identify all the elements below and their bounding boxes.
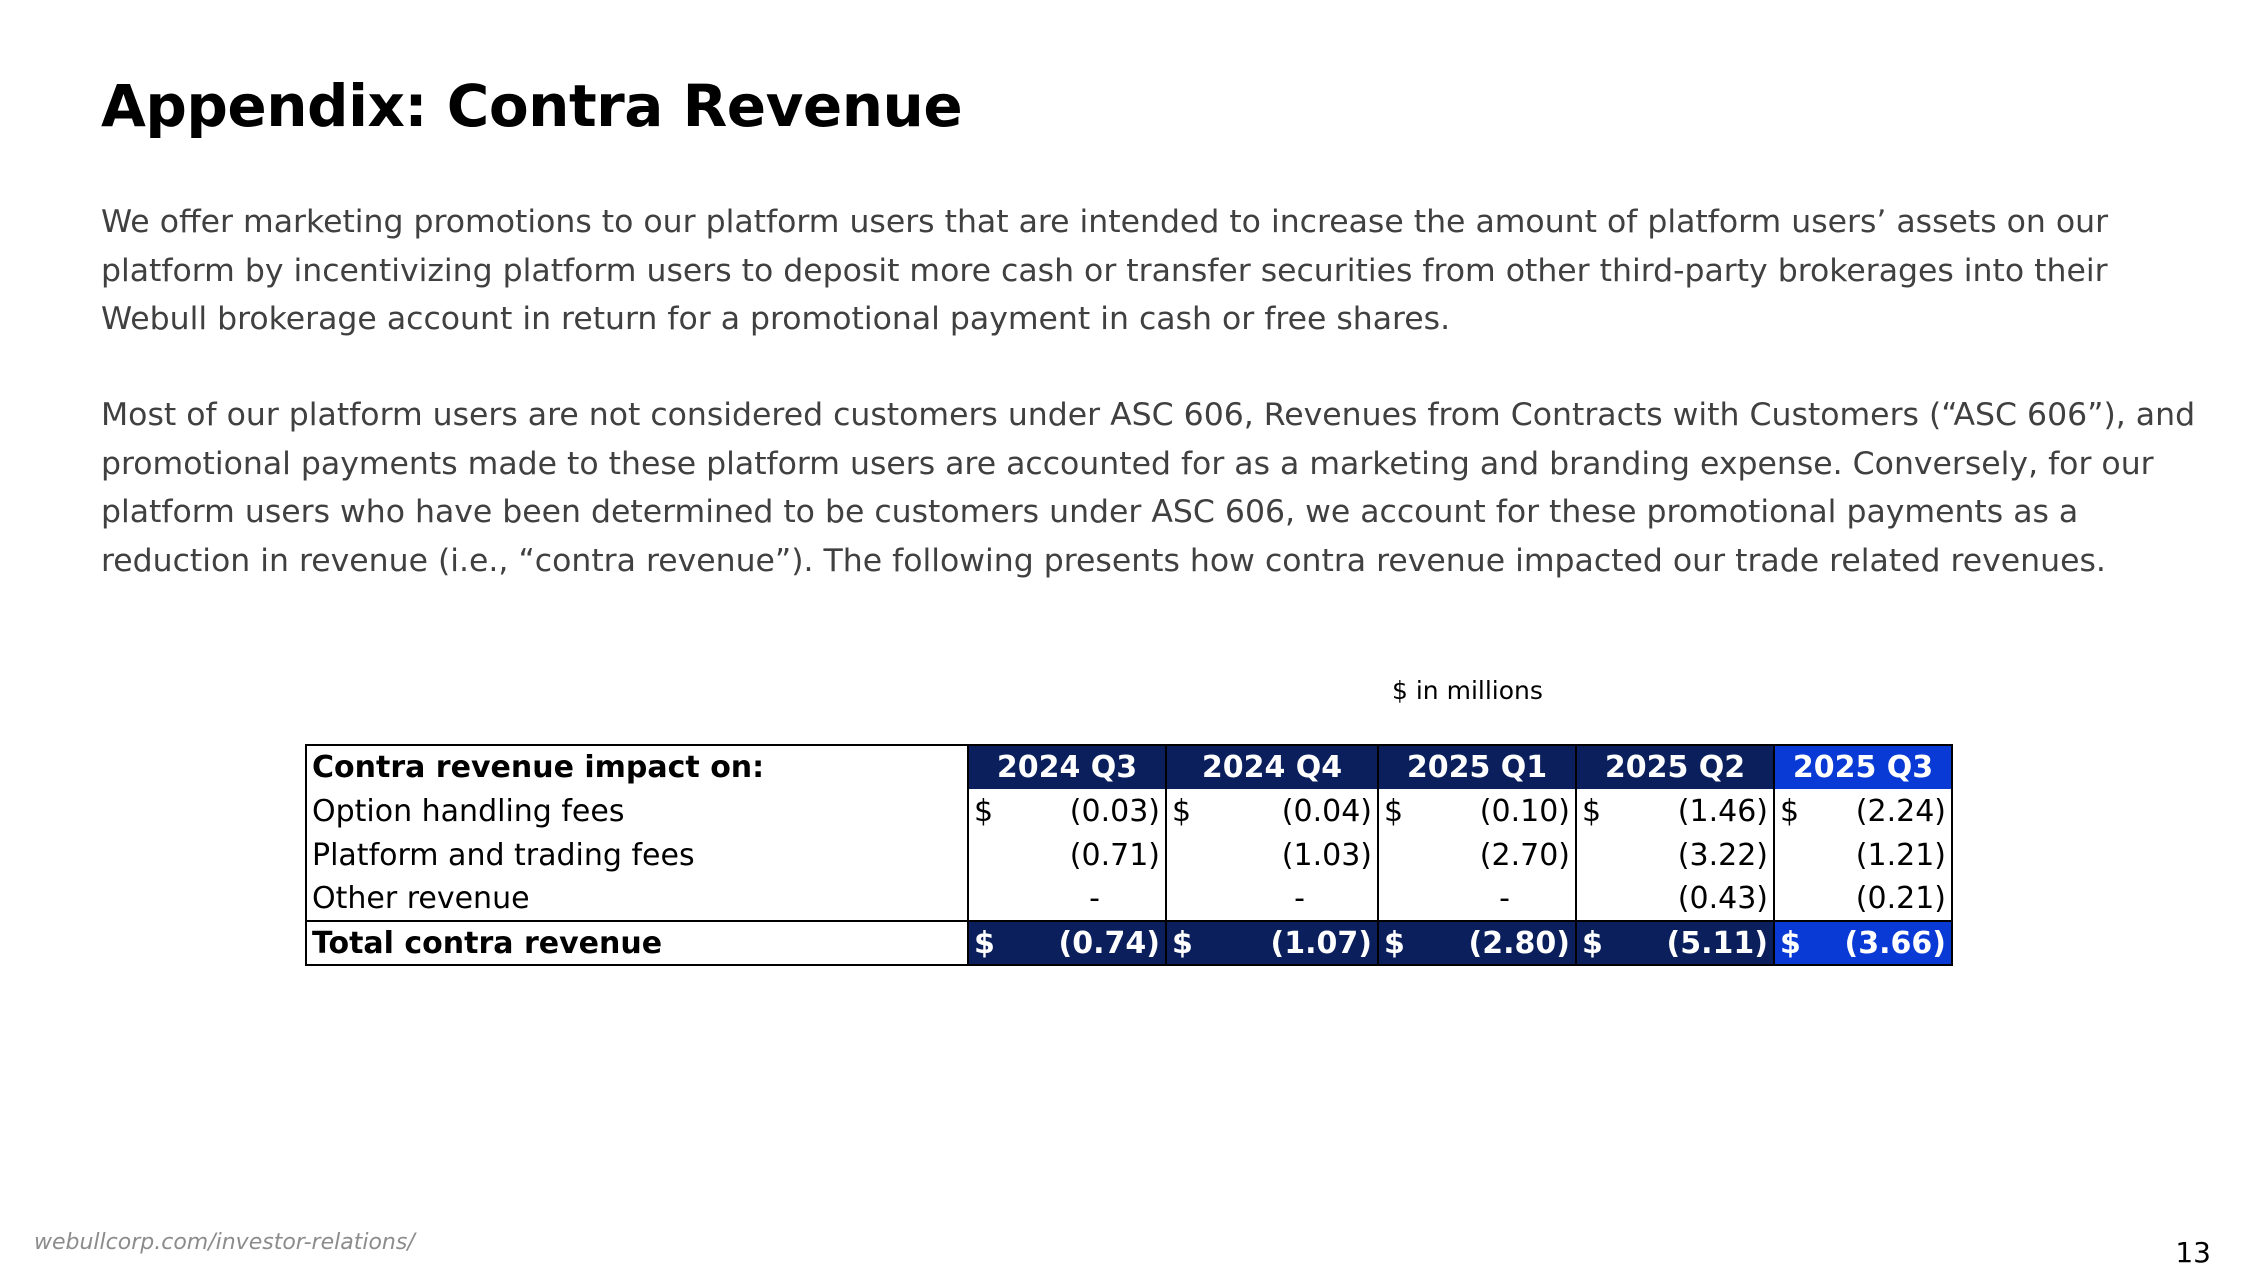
table-cell: - <box>968 877 1167 921</box>
period-header: 2025 Q2 <box>1576 744 1775 789</box>
total-label: Total contra revenue <box>305 920 969 966</box>
currency-symbol: $ <box>1780 925 1801 961</box>
total-value: (2.80) <box>1468 925 1570 961</box>
table-cell: (1.21) <box>1774 833 1953 877</box>
table-row: Platform and trading fees (0.71) (1.03) … <box>305 833 1953 877</box>
table-cell: $ (0.10) <box>1378 789 1577 833</box>
table-header-row: Contra revenue impact on: 2024 Q3 2024 Q… <box>305 744 1953 789</box>
table-cell: (0.21) <box>1774 877 1953 921</box>
total-value: (3.66) <box>1844 925 1946 961</box>
table-cell: $ (0.03) <box>968 789 1167 833</box>
page-number: 13 <box>2175 1236 2211 1269</box>
currency-symbol: $ <box>1384 925 1405 961</box>
currency-symbol: $ <box>1582 925 1603 961</box>
total-value: (0.74) <box>1058 925 1160 961</box>
table-cell: (3.22) <box>1576 833 1775 877</box>
period-header: 2024 Q4 <box>1166 744 1379 789</box>
contra-revenue-table: Contra revenue impact on: 2024 Q3 2024 Q… <box>305 744 1953 966</box>
page-title: Appendix: Contra Revenue <box>101 72 963 140</box>
cell-value: (0.10) <box>1479 793 1570 829</box>
cell-value: (2.24) <box>1855 793 1946 829</box>
table-cell: $ (2.24) <box>1774 789 1953 833</box>
row-label: Platform and trading fees <box>305 833 969 877</box>
currency-symbol: $ <box>1172 793 1192 829</box>
cell-value: (0.04) <box>1281 793 1372 829</box>
period-header: 2025 Q1 <box>1378 744 1577 789</box>
table-row: Other revenue - - - (0.43) (0.21) <box>305 877 1953 921</box>
currency-symbol: $ <box>1172 925 1193 961</box>
currency-symbol: $ <box>1780 793 1800 829</box>
currency-symbol: $ <box>1384 793 1404 829</box>
total-value: (1.07) <box>1270 925 1372 961</box>
table-cell: - <box>1378 877 1577 921</box>
cell-value: (1.46) <box>1677 793 1768 829</box>
table-cell: (2.70) <box>1378 833 1577 877</box>
currency-symbol: $ <box>974 793 994 829</box>
footer-url[interactable]: webullcorp.com/investor-relations/ <box>34 1230 415 1255</box>
total-row: Total contra revenue $ (0.74) $ (1.07) $ (2… <box>305 920 1953 966</box>
header-label: Contra revenue impact on: <box>305 744 969 789</box>
table-cell: $ (0.04) <box>1166 789 1379 833</box>
total-value: (5.11) <box>1666 925 1768 961</box>
asc606-paragraph: Most of our platform users are not consi… <box>101 397 2196 579</box>
row-label: Other revenue <box>305 877 969 921</box>
total-cell: $ (2.80) <box>1378 920 1577 966</box>
units-note: $ in millions <box>1392 676 1543 705</box>
total-cell: $ (5.11) <box>1576 920 1775 966</box>
period-header: 2024 Q3 <box>968 744 1167 789</box>
cell-value: (0.03) <box>1069 793 1160 829</box>
table-row: Option handling fees $ (0.03) $ (0.04) $ (0… <box>305 789 1953 833</box>
row-label: Option handling fees <box>305 789 969 833</box>
intro-paragraph: We offer marketing promotions to our pla… <box>101 204 2109 337</box>
currency-symbol: $ <box>1582 793 1602 829</box>
total-cell: $ (1.07) <box>1166 920 1379 966</box>
table-cell: $ (1.46) <box>1576 789 1775 833</box>
currency-symbol: $ <box>974 925 995 961</box>
total-cell: $ (0.74) <box>968 920 1167 966</box>
table-cell: (0.43) <box>1576 877 1775 921</box>
table-cell: (1.03) <box>1166 833 1379 877</box>
table-cell: - <box>1166 877 1379 921</box>
total-cell-current: $ (3.66) <box>1774 920 1953 966</box>
period-header-current: 2025 Q3 <box>1774 744 1953 789</box>
table-cell: (0.71) <box>968 833 1167 877</box>
